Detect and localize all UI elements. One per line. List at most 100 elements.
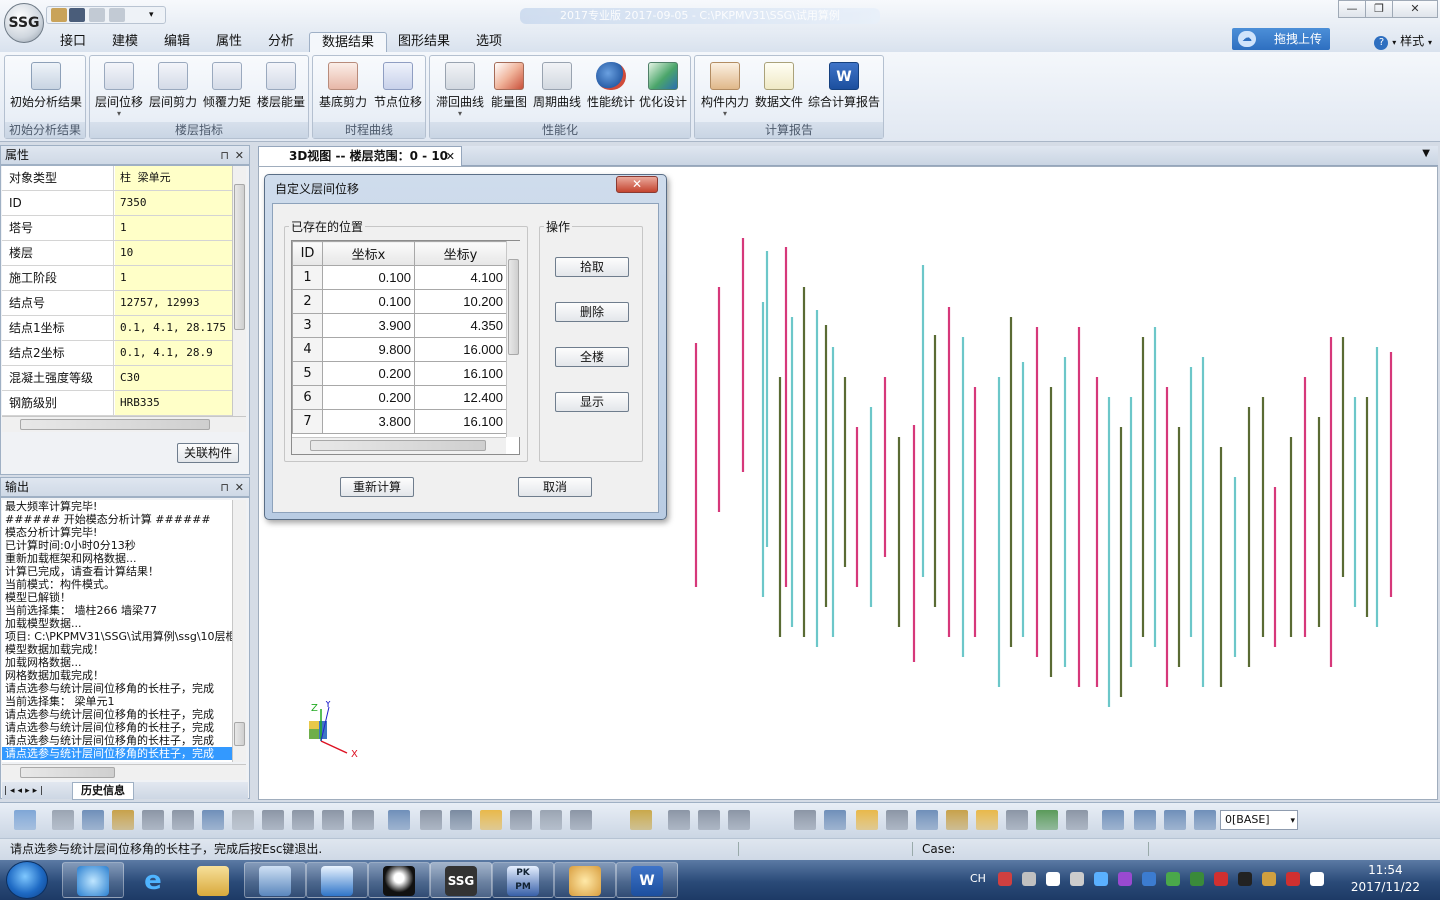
tray-icon[interactable] xyxy=(1022,872,1036,886)
story-drift-button[interactable]: 层间位移 ▾ xyxy=(92,60,146,120)
node-displacement-button[interactable]: 节点位移 xyxy=(370,60,426,120)
whole-building-button[interactable]: 全楼 xyxy=(555,347,629,367)
table-row[interactable]: 3 3.900 4.350 xyxy=(292,313,507,338)
tray-icon[interactable] xyxy=(1190,872,1204,886)
col-header-y[interactable]: 坐标y xyxy=(414,241,507,266)
toolbar-tool-icon[interactable] xyxy=(450,810,472,830)
close-panel-icon[interactable]: ✕ xyxy=(234,149,244,162)
property-row[interactable]: 结点1坐标 0.1, 4.1, 28.175 xyxy=(2,316,232,341)
positions-grid[interactable]: ID 坐标x 坐标y 1 0.100 4.100 2 0.100 10.200 3 3.9… xyxy=(291,240,520,455)
cell-x[interactable]: 0.200 xyxy=(322,361,415,386)
property-row[interactable]: 对象类型柱 梁单元 xyxy=(2,166,232,191)
taskbar-app-word[interactable]: W xyxy=(616,862,678,898)
taskbar-app-ie[interactable]: e xyxy=(122,862,184,898)
dialog-close-button[interactable]: ✕ xyxy=(616,176,658,193)
close-window-button[interactable]: ✕ xyxy=(1392,0,1438,18)
scroll-thumb[interactable] xyxy=(234,184,245,330)
floor-energy-button[interactable]: 楼层能量 xyxy=(254,60,308,120)
scroll-thumb[interactable] xyxy=(20,419,210,430)
toolbar-tool-icon[interactable] xyxy=(1194,810,1216,830)
toolbar-tool-icon[interactable] xyxy=(202,810,224,830)
tray-icon[interactable] xyxy=(998,872,1012,886)
start-button[interactable] xyxy=(6,861,48,899)
toolbar-tool-icon[interactable] xyxy=(352,810,374,830)
tray-icon[interactable] xyxy=(1118,872,1132,886)
toolbar-tool-icon[interactable] xyxy=(112,810,134,830)
scroll-thumb[interactable] xyxy=(508,259,519,355)
toolbar-tool-icon[interactable] xyxy=(600,810,622,830)
scroll-thumb[interactable] xyxy=(310,440,486,451)
pin-icon[interactable]: ⊓ xyxy=(220,481,229,494)
toolbar-tool-icon[interactable] xyxy=(570,810,592,830)
taskbar-app-pkpm[interactable]: PK PM xyxy=(492,862,554,898)
property-row[interactable]: 混凝土强度等级 C30 xyxy=(2,366,232,391)
cell-y[interactable]: 16.100 xyxy=(414,409,507,434)
toolbar-tool-icon[interactable] xyxy=(292,810,314,830)
minimize-button[interactable]: — xyxy=(1338,0,1366,18)
scroll-thumb[interactable] xyxy=(20,767,115,778)
app-logo[interactable]: SSG xyxy=(4,3,44,43)
toolbar-tool-icon[interactable] xyxy=(388,810,410,830)
pin-icon[interactable]: ⊓ xyxy=(220,149,229,162)
undo-icon[interactable] xyxy=(89,8,105,22)
toolbar-tool-icon[interactable] xyxy=(668,810,690,830)
tray-icon[interactable] xyxy=(1094,872,1108,886)
menu-modeling[interactable]: 建模 xyxy=(112,34,139,49)
energy-graph-button[interactable]: 能量图 xyxy=(488,60,530,120)
toolbar-tool-icon[interactable] xyxy=(824,810,846,830)
taskbar-app-explorer[interactable] xyxy=(182,862,244,898)
scroll-thumb[interactable] xyxy=(234,722,245,746)
toolbar-tool-icon[interactable] xyxy=(794,810,816,830)
cell-y[interactable]: 4.100 xyxy=(414,265,507,290)
toolbar-tool-icon[interactable] xyxy=(322,810,344,830)
menu-interface[interactable]: 接口 xyxy=(60,34,87,49)
tab-3d-view[interactable]: 3D视图 -- 楼层范围：0 - 10 ✕ xyxy=(258,146,462,166)
property-hscroll[interactable] xyxy=(2,416,246,432)
property-row[interactable]: 结点2坐标 0.1, 4.1, 28.9 xyxy=(2,341,232,366)
toolbar-tool-icon[interactable] xyxy=(420,810,442,830)
base-shear-button[interactable]: 基底剪力 xyxy=(315,60,371,120)
menu-data-results[interactable]: 数据结果 xyxy=(309,32,388,52)
toolbar-tool-icon[interactable] xyxy=(976,810,998,830)
property-row[interactable]: ID 7350 xyxy=(2,191,232,216)
tray-icon[interactable] xyxy=(1238,872,1252,886)
property-row[interactable]: 结点号 12757, 12993 xyxy=(2,291,232,316)
cell-x[interactable]: 3.900 xyxy=(322,313,415,338)
period-curve-button[interactable]: 周期曲线 xyxy=(530,60,584,120)
output-vscroll[interactable] xyxy=(232,500,246,762)
toolbar-tool-icon[interactable] xyxy=(1036,810,1058,830)
toolbar-tool-icon[interactable] xyxy=(14,810,36,830)
member-force-button[interactable]: 构件内力 ▾ xyxy=(697,60,753,120)
cancel-button[interactable]: 取消 xyxy=(518,477,592,497)
qat-dropdown-icon[interactable]: ▾ xyxy=(149,10,154,20)
tray-icon[interactable] xyxy=(1286,872,1300,886)
taskbar-app-browser[interactable] xyxy=(62,862,124,898)
optimize-design-button[interactable]: 优化设计 xyxy=(636,60,690,120)
col-header-id[interactable]: ID xyxy=(292,241,323,266)
recalculate-button[interactable]: 重新计算 xyxy=(340,477,414,497)
taskbar-app-paint[interactable] xyxy=(554,862,616,898)
menu-options[interactable]: 选项 xyxy=(476,34,503,49)
style-menu[interactable]: ? ▾ 样式 ▾ xyxy=(1374,32,1432,50)
cell-y[interactable]: 16.000 xyxy=(414,337,507,362)
save-icon[interactable] xyxy=(69,8,85,22)
toolbar-tool-icon[interactable] xyxy=(510,810,532,830)
close-panel-icon[interactable]: ✕ xyxy=(234,481,244,494)
help-icon[interactable]: ? xyxy=(1374,36,1389,50)
data-file-button[interactable]: 数据文件 xyxy=(752,60,806,120)
grid-hscroll[interactable] xyxy=(292,437,506,454)
toolbar-tool-icon[interactable] xyxy=(630,810,652,830)
full-report-button[interactable]: W 综合计算报告 xyxy=(805,60,883,120)
table-row[interactable]: 5 0.200 16.100 xyxy=(292,361,507,386)
toolbar-tool-icon[interactable] xyxy=(262,810,284,830)
toolbar-tool-icon[interactable] xyxy=(1164,810,1186,830)
redo-icon[interactable] xyxy=(109,8,125,22)
property-vscroll[interactable] xyxy=(232,166,246,416)
toolbar-tool-icon[interactable] xyxy=(886,810,908,830)
chevron-down-icon[interactable]: ▾ xyxy=(1290,816,1295,826)
toolbar-tool-icon[interactable] xyxy=(946,810,968,830)
table-row[interactable]: 6 0.200 12.400 xyxy=(292,385,507,410)
pick-button[interactable]: 拾取 xyxy=(555,257,629,277)
close-tab-icon[interactable]: ✕ xyxy=(445,150,455,163)
restore-button[interactable]: ❐ xyxy=(1365,0,1393,18)
